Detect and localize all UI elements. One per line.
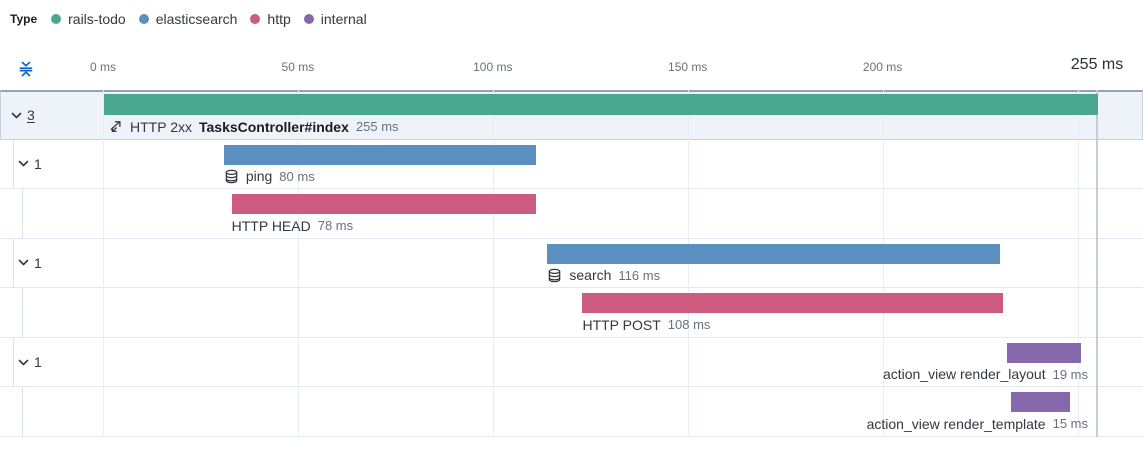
legend-dot [51, 14, 62, 24]
axis-end-tick: 255 ms [1070, 56, 1124, 73]
span-name: HTTP HEAD [231, 217, 311, 234]
span-row: HTTP POST 108 ms [0, 288, 1143, 338]
span-duration: 116 ms [618, 267, 661, 283]
legend-title: Type [10, 12, 38, 26]
child-count: 1 [34, 155, 42, 172]
fold-icon [19, 61, 33, 77]
span-name: ping [245, 168, 273, 185]
child-count: 3 [27, 107, 35, 124]
span-name: search [569, 267, 612, 284]
span-name: action_view render_template [866, 415, 1046, 432]
expand-toggle-button[interactable]: 3 [10, 107, 35, 123]
axis-tick: 200 ms [862, 60, 903, 74]
axis-tick: 50 ms [281, 60, 315, 74]
chevron-down-icon [11, 112, 22, 119]
span-label[interactable]: action_view render_template 15 ms [867, 414, 1088, 433]
legend-items: rails-todo elasticsearch http internal [51, 11, 367, 27]
collapse-all-button[interactable] [12, 55, 40, 83]
span-bar[interactable] [1007, 342, 1082, 363]
transaction-result: HTTP 2xx [130, 118, 192, 135]
indent-guide [13, 238, 14, 288]
indent-guide [22, 387, 23, 436]
span-duration: 108 ms [667, 317, 711, 333]
span-label[interactable]: ping 80 ms [224, 167, 315, 186]
expand-toggle-button[interactable]: 1 [17, 156, 42, 172]
child-count: 1 [34, 354, 42, 371]
legend-dot [303, 14, 314, 24]
expand-toggle-button[interactable]: 1 [17, 354, 42, 370]
span-bar[interactable] [547, 243, 1000, 264]
span-duration: 255 ms [355, 119, 399, 134]
span-label[interactable]: HTTP HEAD 78 ms [232, 216, 354, 235]
legend-label: rails-todo [68, 11, 126, 27]
span-name: action_view render_layout [882, 366, 1046, 383]
database-icon [549, 268, 561, 282]
child-count: 1 [34, 254, 42, 271]
span-label[interactable]: HTTP POST 108 ms [582, 315, 710, 334]
span-label[interactable]: action_view render_layout 19 ms [883, 365, 1088, 384]
chevron-down-icon [18, 359, 29, 365]
span-row: HTTP HEAD 78 ms [0, 189, 1143, 239]
chevron-down-icon [18, 260, 29, 266]
legend-item-http: http [250, 11, 291, 27]
axis-tick: 100 ms [473, 60, 513, 74]
time-axis: 0 ms 50 ms 100 ms 150 ms 200 ms 255 ms [0, 48, 1143, 90]
waterfall-rows: 3 HTTP 2xx TasksController#index 255 ms 1 pin… [0, 90, 1143, 437]
span-name: TasksController#index [198, 118, 349, 135]
span-bar[interactable] [1011, 392, 1070, 413]
span-duration: 80 ms [279, 168, 315, 184]
legend-item-rails-todo: rails-todo [51, 11, 126, 27]
indent-guide [13, 139, 14, 189]
transaction-label[interactable]: HTTP 2xx TasksController#index 255 ms [108, 117, 399, 136]
transaction-icon [110, 121, 121, 133]
span-bar[interactable] [231, 194, 536, 215]
legend-dot [250, 14, 261, 24]
legend-label: elasticsearch [155, 11, 238, 27]
indent-guide [22, 288, 23, 337]
legend-label: internal [320, 11, 367, 27]
axis-tick: 0 ms [89, 60, 117, 74]
legend-dot [138, 14, 149, 24]
span-duration: 15 ms [1052, 416, 1088, 432]
span-name: HTTP POST [582, 316, 661, 333]
legend-item-elasticsearch: elasticsearch [138, 11, 238, 27]
span-duration: 19 ms [1052, 366, 1088, 382]
indent-guide [22, 189, 23, 238]
chevron-down-icon [18, 161, 29, 167]
transaction-row: 3 HTTP 2xx TasksController#index 255 ms [0, 90, 1143, 140]
legend-label: http [267, 11, 291, 27]
span-bar[interactable] [582, 293, 1004, 314]
axis-tick: 150 ms [668, 60, 708, 74]
span-row: 1 action_view render_layout 19 ms [0, 337, 1143, 388]
expand-toggle-button[interactable]: 1 [17, 255, 42, 271]
span-label[interactable]: search 116 ms [547, 266, 660, 285]
indent-guide [13, 337, 14, 387]
transaction-bar[interactable] [104, 94, 1098, 115]
waterfall-chart: 3 HTTP 2xx TasksController#index 255 ms 1 pin… [0, 90, 1143, 437]
database-icon [225, 169, 238, 183]
span-duration: 78 ms [317, 218, 354, 234]
span-row: 1 ping 80 ms [0, 139, 1143, 190]
type-legend: Type rails-todo elasticsearch http internal [10, 8, 367, 30]
span-row: action_view render_template 15 ms [0, 387, 1143, 437]
span-bar[interactable] [223, 144, 536, 165]
legend-item-internal: internal [303, 11, 367, 27]
span-row: 1 search 116 ms [0, 238, 1143, 289]
